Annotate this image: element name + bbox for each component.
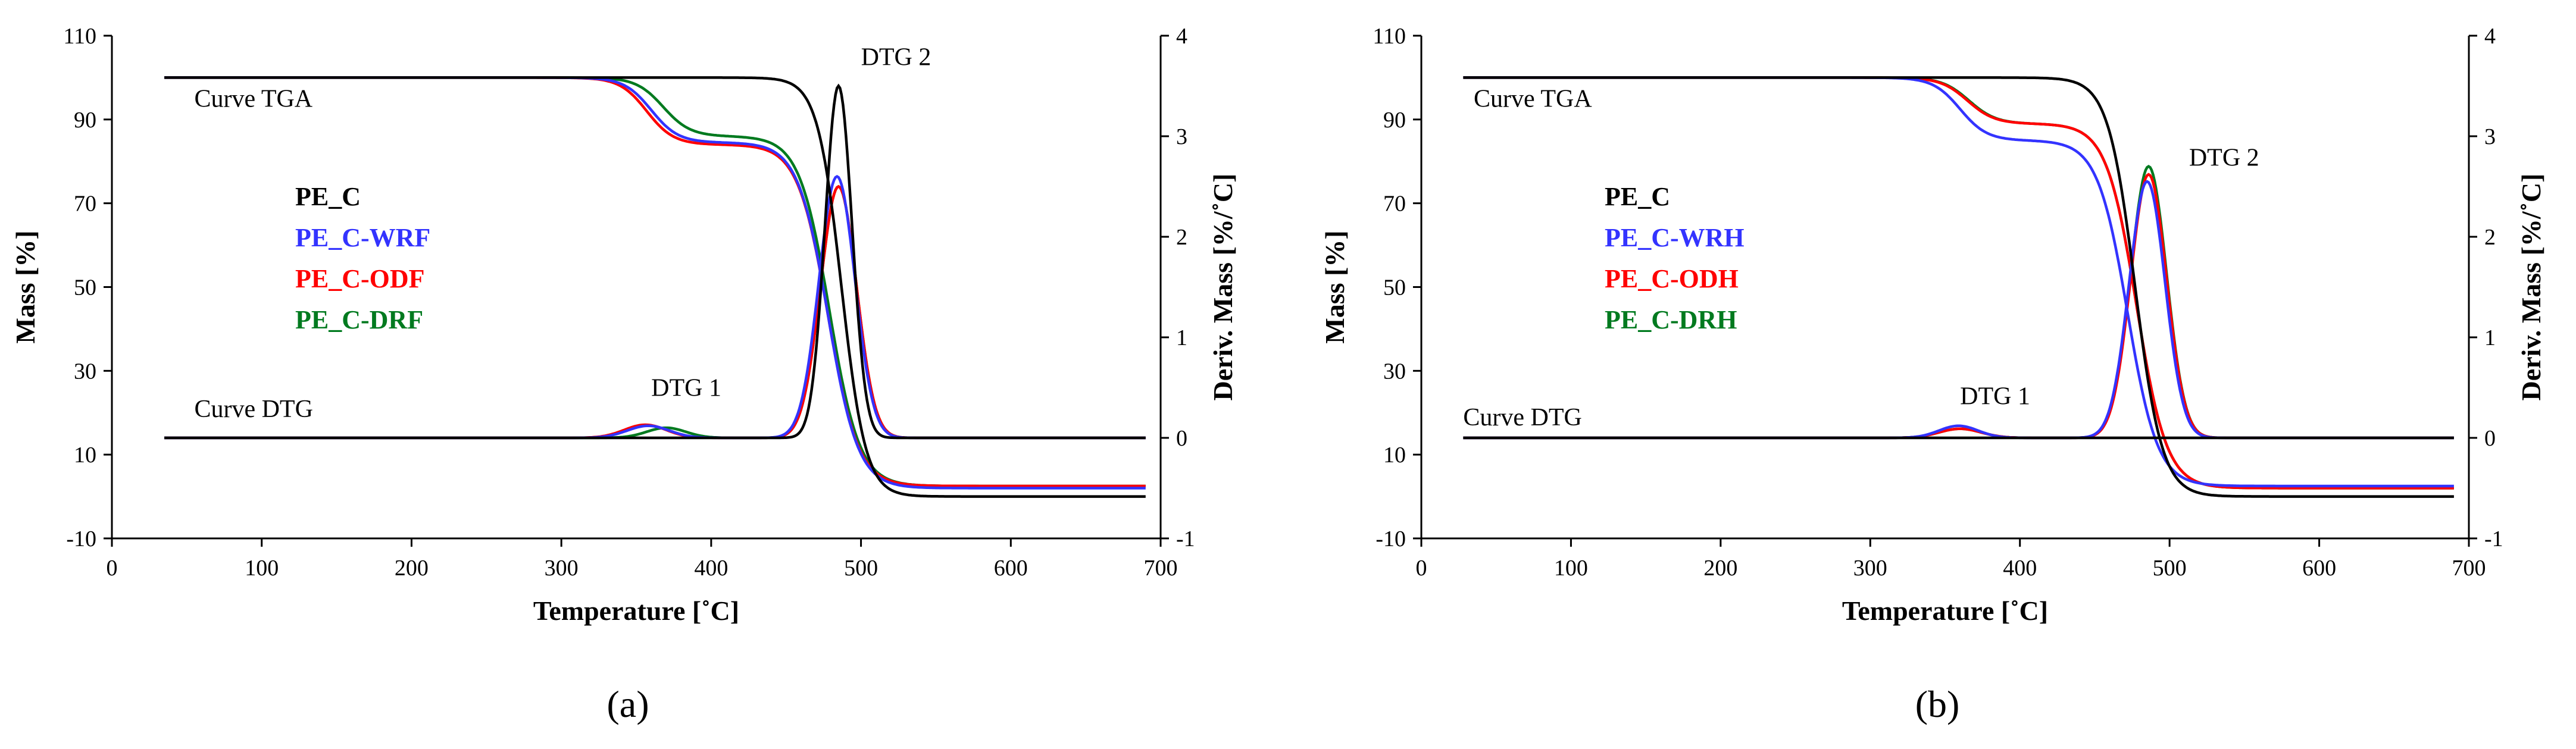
x-axis-title: Temperature [˚C] [533, 596, 739, 626]
y-left-tick-label: -10 [1375, 527, 1406, 551]
y-right-tick-label: 4 [2484, 24, 2496, 49]
tga-curve-pe-c [1463, 76, 2454, 498]
panel-label: (b) [1915, 683, 1960, 725]
x-tick-label: 400 [2003, 556, 2037, 581]
y-left-tick-label: 70 [1383, 192, 1406, 217]
dtg-curve-pe-c [164, 83, 1146, 440]
chart-panel-b: 0 100 200 300 400 500 600 700-101030507090110-1… [1320, 24, 2546, 725]
y-left-tick-label: 90 [74, 108, 96, 133]
y-right-tick-label: 0 [2484, 426, 2496, 451]
chart-panel-a: 0 100 200 300 400 500 600 700-101030507090110-1… [10, 24, 1238, 725]
annotation-label: Curve TGA [1474, 86, 1592, 113]
y-left-tick-label: 50 [74, 275, 96, 300]
y-left-tick-label: 30 [1383, 359, 1406, 384]
x-axis-title: Temperature [˚C] [1842, 596, 2048, 626]
y-right-tick-label: 2 [1176, 225, 1187, 250]
y-right-tick-label: 3 [1176, 124, 1187, 149]
annotation-label: DTG 1 [1960, 383, 2030, 410]
legend-entry: PE_C-WRH [1605, 223, 1745, 252]
x-tick-label: 300 [1853, 556, 1887, 581]
x-tick-label: 700 [2452, 556, 2486, 581]
x-tick-label: 300 [545, 556, 579, 581]
x-tick-label: 600 [994, 556, 1028, 581]
x-tick-label: 0 [107, 556, 118, 581]
x-tick-label: 400 [694, 556, 728, 581]
y-right-tick-label: 3 [2484, 124, 2496, 149]
x-tick-label: 100 [1554, 556, 1588, 581]
annotation-label: DTG 1 [651, 375, 721, 402]
legend-entry: PE_C-DRF [295, 305, 423, 334]
annotation-label: Curve TGA [194, 86, 312, 113]
y-left-tick-label: 70 [74, 192, 96, 217]
y-right-tick-label: 1 [1176, 325, 1187, 350]
tga-curve-pe-c [164, 76, 1146, 498]
x-tick-label: 200 [395, 556, 429, 581]
legend-entry: PE_C-ODF [295, 264, 425, 293]
annotation-label: Curve DTG [1463, 404, 1581, 431]
y-left-tick-label: 10 [1383, 443, 1406, 468]
y-right-tick-label: -1 [2484, 527, 2503, 551]
y-left-tick-label: 110 [63, 24, 96, 49]
y-right-tick-label: -1 [1176, 527, 1195, 551]
legend-entry: PE_C [295, 182, 361, 211]
y-right-tick-label: 4 [1176, 24, 1187, 49]
legend-entry: PE_C-ODH [1605, 264, 1739, 293]
y-left-tick-label: 50 [1383, 275, 1406, 300]
y-right-axis-title: Deriv. Mass [%/˚C] [1208, 174, 1238, 401]
y-left-tick-label: -10 [66, 527, 96, 551]
y-left-tick-label: 90 [1383, 108, 1406, 133]
x-tick-label: 200 [1703, 556, 1737, 581]
legend-entry: PE_C-WRF [295, 223, 430, 252]
y-left-tick-label: 10 [74, 443, 96, 468]
legend-entry: PE_C [1605, 182, 1670, 211]
y-left-tick-label: 110 [1373, 24, 1406, 49]
y-left-axis-title: Mass [%] [10, 230, 40, 343]
annotation-label: DTG 2 [2189, 144, 2259, 171]
y-right-axis-title: Deriv. Mass [%/˚C] [2516, 174, 2546, 401]
x-tick-label: 100 [245, 556, 279, 581]
y-left-tick-label: 30 [74, 359, 96, 384]
legend-entry: PE_C-DRH [1605, 305, 1737, 334]
y-right-tick-label: 0 [1176, 426, 1187, 451]
annotation-label: Curve DTG [194, 396, 312, 423]
x-tick-label: 600 [2302, 556, 2336, 581]
y-right-tick-label: 2 [2484, 225, 2496, 250]
x-tick-label: 500 [2153, 556, 2187, 581]
annotation-label: DTG 2 [861, 43, 931, 71]
y-right-tick-label: 1 [2484, 325, 2496, 350]
x-tick-label: 0 [1416, 556, 1427, 581]
x-tick-label: 500 [844, 556, 878, 581]
y-left-axis-title: Mass [%] [1320, 230, 1350, 343]
x-tick-label: 700 [1144, 556, 1178, 581]
panel-label: (a) [607, 683, 649, 725]
